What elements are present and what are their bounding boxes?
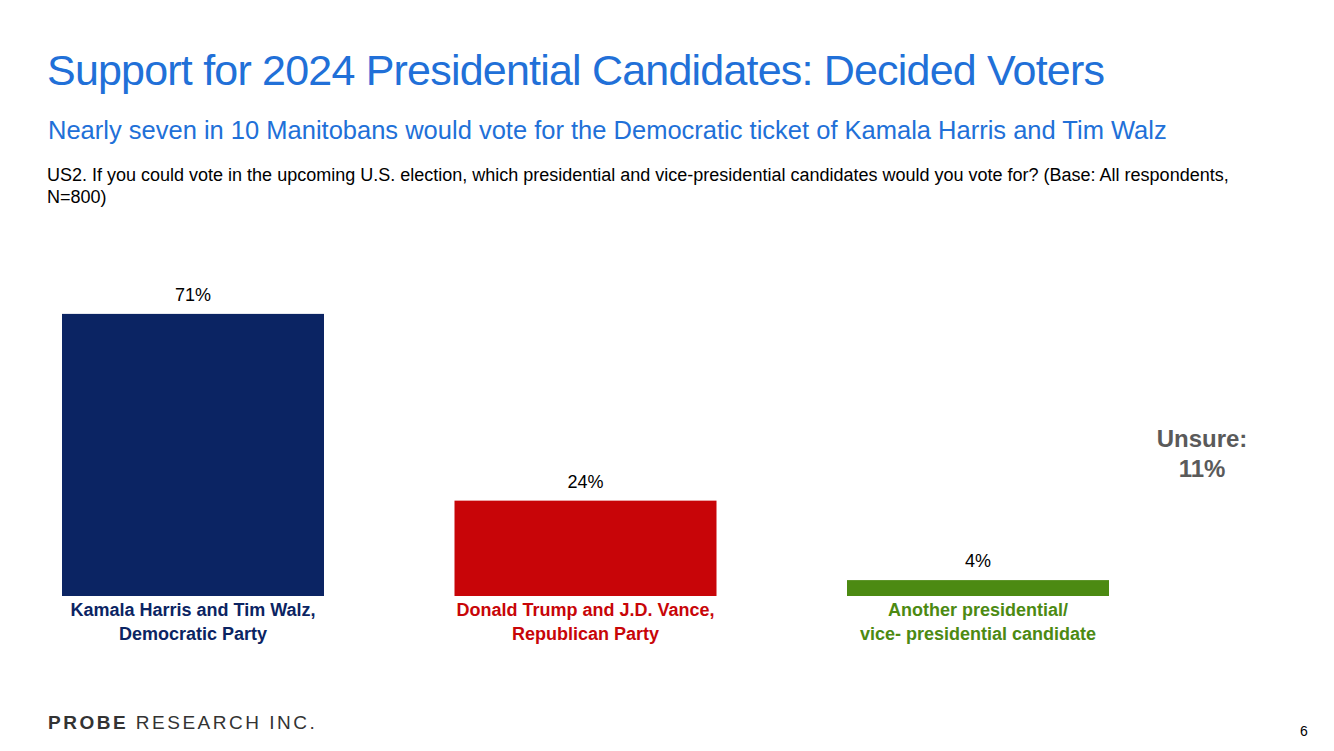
data-label: 24% (526, 472, 646, 493)
footer: PROBE RESEARCH INC. (48, 712, 317, 734)
category-label: Kamala Harris and Tim Walz, Democratic P… (23, 598, 363, 646)
footer-brand: PROBE (48, 712, 128, 733)
footer-suffix: RESEARCH INC. (128, 712, 317, 733)
page: {"chart_data": { "type": "bar", "title":… (0, 0, 1334, 751)
data-label: 71% (133, 285, 253, 306)
bar (847, 580, 1109, 596)
question: US2. If you could vote in the upcoming U… (47, 164, 1277, 208)
subtitle: Nearly seven in 10 Manitobans would vote… (48, 116, 1167, 145)
bar (62, 314, 324, 596)
bars (62, 314, 1109, 596)
title: Support for 2024 Presidential Candidates… (47, 46, 1104, 95)
category-label: Another presidential/ vice- presidential… (808, 598, 1148, 646)
page-number: 6 (1300, 723, 1308, 739)
data-label: 4% (918, 551, 1038, 572)
bar (455, 501, 717, 596)
annotation: Unsure: 11% (1132, 424, 1272, 484)
category-label: Donald Trump and J.D. Vance, Republican … (416, 598, 756, 646)
